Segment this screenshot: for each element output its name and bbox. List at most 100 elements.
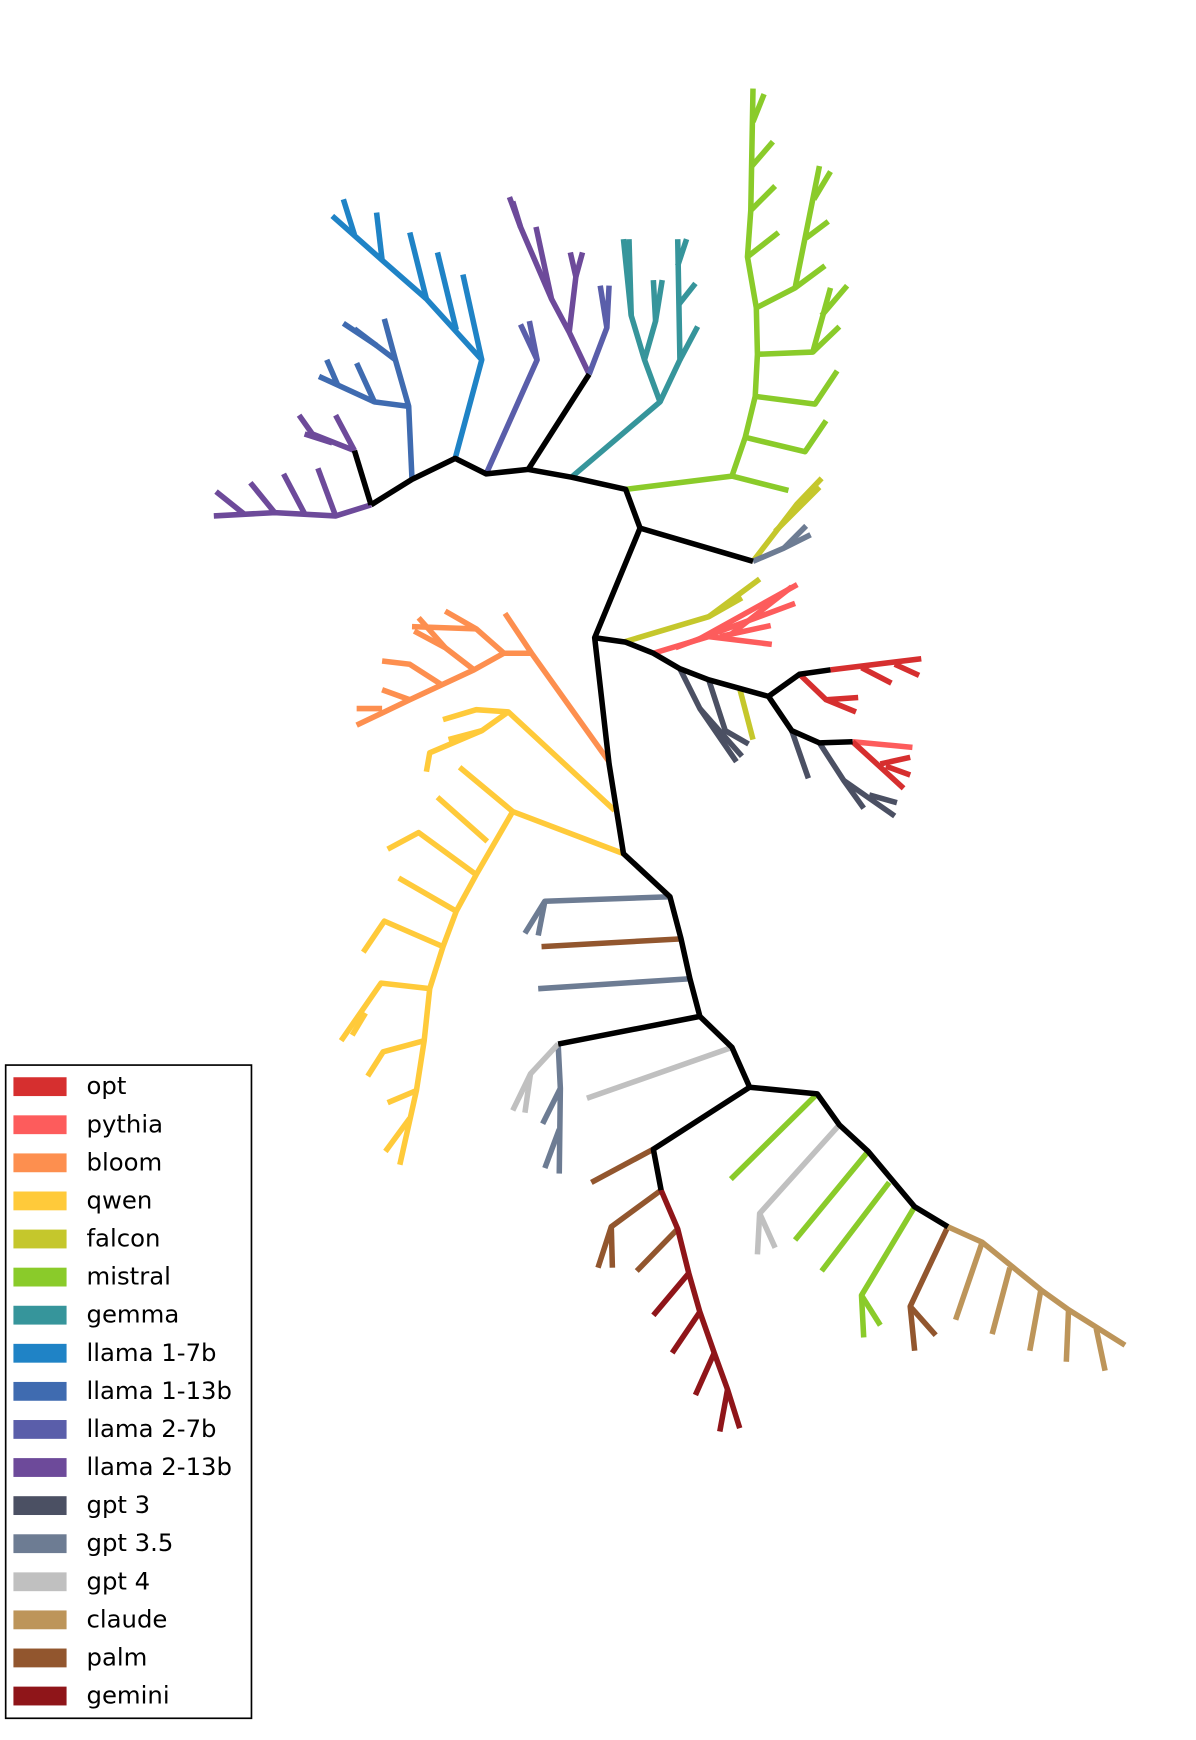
legend-swatch [13,1496,67,1516]
branch [381,687,411,703]
branch [773,485,822,534]
branch [369,455,950,1230]
branch [573,251,586,278]
branch [381,318,415,480]
branch [728,1091,820,1182]
branch [639,525,754,564]
legend-label: gemma [87,1300,180,1329]
branch [315,467,339,517]
branch [555,1043,564,1174]
branch [538,975,691,992]
legend-label: llama 1-13b [87,1376,233,1405]
legend-swatch [13,1610,67,1630]
branch [416,615,448,650]
legend-label: gpt 3.5 [87,1528,174,1557]
legend-label: gpt 4 [87,1566,151,1595]
legend-swatch [13,1534,67,1554]
legend-swatch [13,1229,67,1249]
branch [365,1038,425,1078]
branch [852,739,913,751]
branch [517,323,540,361]
branch [750,93,767,123]
branch [608,1226,616,1268]
branch [952,1241,985,1321]
branch [213,502,372,519]
branch [586,285,612,376]
legend-label: gpt 3 [87,1490,151,1519]
legend-label: falcon [87,1224,161,1253]
branch [248,480,277,515]
branch [522,1073,534,1114]
legend-label: bloom [87,1147,163,1176]
branch [383,1116,413,1154]
branch [386,829,478,877]
legend-swatch [13,1115,67,1135]
branch [1093,1328,1108,1372]
legend-label: palm [87,1643,148,1672]
branch [349,1011,368,1037]
branch [692,1351,717,1397]
branch [697,706,745,759]
branch [754,369,840,407]
legend-label: pythia [87,1109,164,1138]
branch [566,251,579,333]
branch [859,1293,883,1327]
branch [792,1149,871,1242]
branch [989,1266,1013,1335]
branch [819,283,850,318]
branch [533,226,555,300]
branch [804,219,830,241]
legend-swatch [13,1420,67,1439]
branch [748,184,778,213]
legend-label: qwen [87,1185,153,1214]
branch [750,476,824,564]
branch [317,373,376,405]
branch [281,472,308,516]
branch [381,658,443,687]
branch [542,1128,562,1169]
branch [850,739,906,791]
branch [586,1044,733,1101]
branch [634,1226,680,1273]
legend-label: llama 1-7b [87,1338,217,1367]
branch [782,523,809,550]
branch [858,1205,918,1338]
branch [597,285,610,329]
branch [793,263,827,291]
legend-label: opt [87,1071,127,1100]
branch [214,489,246,516]
legend: opt pythia bloom qwen falcon mistral gemma llam… [4,1064,253,1720]
legend-label: mistral [87,1262,171,1291]
branch [650,1084,752,1191]
branch [351,449,374,506]
branch [707,595,744,620]
branch [510,200,524,228]
branch [674,600,797,651]
branch [757,1212,778,1249]
branch [525,372,592,471]
tree [213,88,1127,1433]
branch [652,279,665,322]
branch [766,694,853,746]
branch [443,608,506,656]
branch [676,281,698,307]
branch [557,1013,701,1047]
branch [626,239,634,316]
branch [397,875,458,914]
legend-label: gemini [87,1681,170,1710]
legend-swatch [13,1077,67,1097]
branch [811,170,833,201]
branch [907,1225,951,1351]
branch [884,763,912,778]
legend-swatch [13,1572,67,1592]
branch [789,729,811,780]
branch [706,678,750,747]
branch [908,1304,938,1338]
legend-swatch [13,1686,67,1706]
branch [731,473,790,494]
branch [819,1180,892,1273]
legend-swatch [13,1458,67,1477]
branch [669,1310,703,1355]
branch [749,139,776,168]
